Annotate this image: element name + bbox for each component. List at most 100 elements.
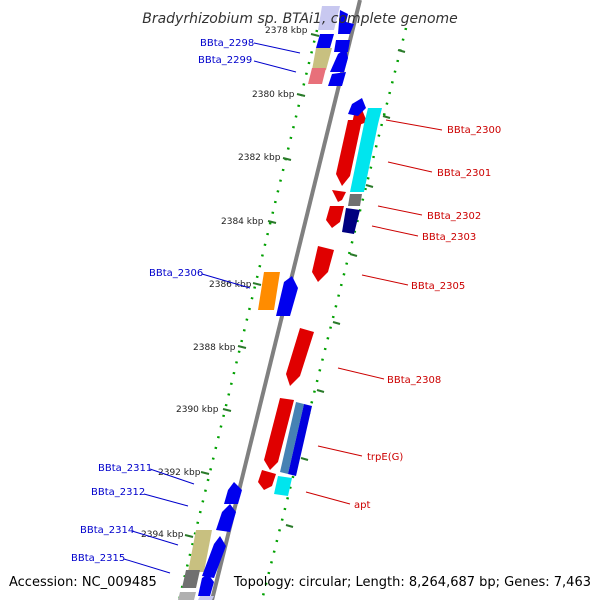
leader-BBta_2303 — [371, 225, 419, 237]
tick-2378 — [310, 33, 320, 37]
gene-apt-red[interactable] — [258, 470, 276, 490]
left-gene-labels: BBta_2298 BBta_2299 BBta_2306 BBta_2311 … — [71, 38, 254, 564]
leader-BBta_2301 — [387, 161, 433, 173]
gene-BBta_2302[interactable] — [332, 190, 346, 202]
gene-BBta_2303-red[interactable] — [326, 206, 344, 228]
gene-BBta_2298[interactable] — [316, 34, 334, 48]
gene-label-BBta_2306[interactable]: BBta_2306 — [149, 268, 203, 279]
tick-2384 — [267, 220, 277, 224]
gene-label-BBta_2308[interactable]: BBta_2308 — [387, 375, 441, 386]
right-tick-7 — [300, 457, 309, 461]
gene-BBta_2305[interactable] — [312, 246, 334, 282]
gene-BBta_2312[interactable] — [216, 504, 236, 532]
gene-label-trpE[interactable]: trpE(G) — [367, 452, 403, 463]
gene-label-BBta_2311[interactable]: BBta_2311 — [98, 463, 152, 474]
gene-apt-cyan[interactable] — [274, 476, 292, 496]
gene-BBta_2306-blue[interactable] — [276, 276, 298, 316]
right-tick-6 — [316, 389, 325, 393]
tick-label: 2388 kbp — [193, 343, 236, 353]
leader-BBta_2312 — [143, 493, 189, 507]
tick-labels: 2378 kbp 2380 kbp 2382 kbp 2384 kbp 2386… — [141, 26, 308, 540]
tick-2386 — [252, 282, 262, 286]
tick-2390 — [222, 408, 232, 412]
map-title: Bradyrhizobium sp. BTAi1, complete genom… — [142, 11, 458, 27]
gene-trpE-blue[interactable] — [288, 404, 312, 476]
tick-label: 2394 kbp — [141, 530, 184, 540]
tick-label: 2384 kbp — [221, 217, 264, 227]
topology-text: Topology: circular; Length: 8,264,687 bp… — [233, 575, 591, 590]
tick-2380 — [296, 93, 306, 97]
gene-label-BBta_2299[interactable]: BBta_2299 — [198, 55, 252, 66]
gene-label-BBta_2303[interactable]: BBta_2303 — [422, 232, 476, 243]
gene-top-blue[interactable] — [338, 10, 354, 34]
leader-BBta_2308 — [337, 367, 385, 380]
gene-trpE-steel[interactable] — [280, 402, 304, 474]
right-tick-2 — [382, 115, 391, 119]
gene-BBta_2311[interactable] — [224, 482, 242, 504]
right-tick-4 — [349, 253, 358, 257]
leader-BBta_2305 — [361, 274, 409, 286]
right-gene-labels: BBta_2300 BBta_2301 BBta_2302 BBta_2303 … — [354, 125, 501, 511]
gene-arrow-blue-top[interactable] — [348, 98, 366, 116]
gene-BBta_2298-blue[interactable] — [334, 40, 350, 52]
leader-BBta_2314 — [131, 530, 179, 546]
gene-small-blue[interactable] — [328, 72, 346, 86]
leader-BBta_2300 — [385, 119, 443, 131]
accession-text: Accession: NC_009485 — [9, 575, 157, 590]
tick-2392 — [200, 471, 210, 475]
gene-BBta_2299-blue[interactable] — [330, 48, 348, 72]
right-tick-3 — [365, 184, 374, 188]
gene-BBta_2308[interactable] — [286, 328, 314, 386]
right-tick-5 — [332, 321, 341, 325]
gene-label-BBta_2312[interactable]: BBta_2312 — [91, 487, 145, 498]
forward-strand-genes — [178, 6, 366, 600]
gene-BBta_2315-gray[interactable] — [182, 570, 200, 588]
tick-label: 2386 kbp — [209, 280, 252, 290]
right-tick-8 — [285, 524, 294, 528]
leader-BBta_2298 — [253, 42, 301, 54]
tick-2394 — [184, 534, 194, 538]
gene-BBta_2303-navy[interactable] — [342, 208, 360, 234]
right-tick-1 — [397, 49, 406, 53]
gene-label-BBta_2302[interactable]: BBta_2302 — [427, 211, 481, 222]
gene-label-BBta_2300[interactable]: BBta_2300 — [447, 125, 501, 136]
right-leader-lines — [305, 119, 443, 505]
gene-BBta_2302-gray[interactable] — [348, 194, 362, 206]
left-leader-lines — [123, 42, 301, 574]
gene-BBta_2300-cyan[interactable] — [364, 108, 382, 124]
tick-2388 — [237, 345, 247, 349]
gene-BBta_2301-cyan[interactable] — [350, 124, 378, 192]
left-dotted-track — [177, 29, 319, 600]
gene-label-apt[interactable]: apt — [354, 500, 370, 511]
gene-label-BBta_2305[interactable]: BBta_2305 — [411, 281, 465, 292]
leader-BBta_2311 — [149, 468, 195, 485]
gene-BBta_2306-orange[interactable] — [258, 272, 280, 310]
gene-bottom-lavender[interactable] — [198, 596, 214, 600]
gene-BBta_2301-red[interactable] — [336, 120, 362, 186]
gene-BBta_2299-pink[interactable] — [308, 68, 326, 84]
leader-BBta_2315 — [123, 558, 171, 574]
tick-label: 2378 kbp — [265, 26, 308, 36]
gene-trpE-red[interactable] — [264, 398, 294, 470]
reverse-strand-genes — [258, 104, 382, 496]
gene-bottom-gray[interactable] — [178, 592, 196, 600]
leader-BBta_2302 — [377, 205, 423, 216]
gene-BBta_2315-blue[interactable] — [198, 574, 214, 596]
tick-label: 2392 kbp — [158, 468, 201, 478]
leader-apt — [305, 491, 351, 505]
gene-label-BBta_2301[interactable]: BBta_2301 — [437, 168, 491, 179]
gene-top-lavender[interactable] — [318, 6, 340, 30]
tick-label: 2380 kbp — [252, 90, 295, 100]
gene-BBta_2299-khaki[interactable] — [312, 48, 332, 70]
leader-trpE — [317, 445, 363, 457]
gene-label-BBta_2315[interactable]: BBta_2315 — [71, 553, 125, 564]
gene-BBta_2314-khaki[interactable] — [188, 530, 212, 572]
gene-label-BBta_2298[interactable]: BBta_2298 — [200, 38, 254, 49]
tick-marks — [184, 33, 406, 538]
gene-BBta_2314-blue[interactable] — [202, 536, 226, 578]
leader-BBta_2299 — [253, 60, 297, 73]
tick-2382 — [282, 157, 292, 161]
gene-label-BBta_2314[interactable]: BBta_2314 — [80, 525, 134, 536]
